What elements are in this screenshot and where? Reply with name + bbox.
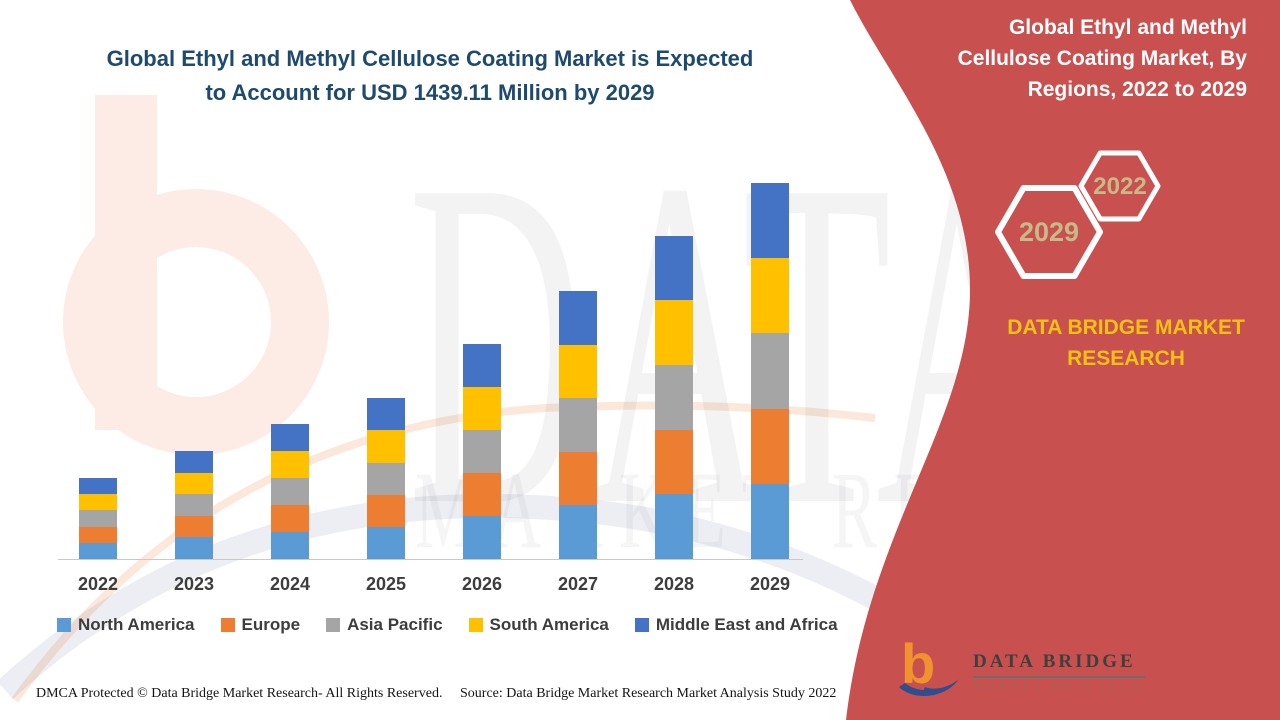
legend-label: Europe [241,615,301,634]
bar-segment-middle-east-and-africa [655,235,693,301]
x-axis-label-2027: 2027 [557,574,599,594]
bar-2023 [175,451,213,559]
bar-segment-asia-pacific [655,365,693,430]
legend-swatch [326,618,341,632]
legend-item-middle-east-and-africa: Middle East and Africa [634,615,838,635]
bar-segment-south-america [79,494,117,511]
plot-area [58,170,803,560]
bar-segment-south-america [655,300,693,366]
legend-item-south-america: South America [468,615,609,635]
bar-segment-middle-east-and-africa [367,398,405,431]
bar-segment-north-america [655,494,693,559]
brand-caption: DATA BRIDGE MARKET RESEARCH [1007,316,1245,370]
bar-segment-middle-east-and-africa [463,344,501,388]
x-axis-label-2028: 2028 [653,574,695,594]
bar-2027 [559,291,597,559]
legend-swatch [634,618,649,632]
bar-2024 [271,423,309,559]
legend: North America Europe Asia Pacific South Ame… [57,615,838,635]
bar-segment-north-america [175,537,213,559]
bar-segment-europe [655,429,693,495]
page-title: Global Ethyl and Methyl Cellulose Coatin… [58,42,802,110]
bar-segment-asia-pacific [79,510,117,527]
x-axis-label-2022: 2022 [77,574,119,594]
bar-segment-europe [175,515,213,538]
bar-segment-north-america [271,531,309,559]
side-panel-title-line2: Cellulose Coating Market, By [957,47,1247,70]
hexagon-2029-label: 2029 [1019,217,1079,247]
bar-segment-asia-pacific [367,462,405,495]
x-axis-labels: 2022 2023 2024 2025 2026 2027 2028 2029 [58,574,803,600]
x-axis-label-2025: 2025 [365,574,407,594]
bar-segment-europe [367,494,405,527]
bar-segment-middle-east-and-africa [559,291,597,345]
data-bridge-logo-icon: b [893,632,965,707]
bar-segment-middle-east-and-africa [79,477,117,495]
bar-segment-europe [751,408,789,484]
hexagon-2022-label: 2022 [1093,173,1146,200]
bar-segment-middle-east-and-africa [175,451,213,473]
bar-2022 [79,477,117,559]
legend-swatch [220,618,235,632]
logo-title: DATA BRIDGE [973,651,1145,678]
bar-segment-south-america [751,258,789,334]
footer-dmca-text: DMCA Protected © Data Bridge Market Rese… [36,686,443,701]
bar-segment-asia-pacific [271,477,309,505]
bar-2026 [463,344,501,559]
legend-item-asia-pacific: Asia Pacific [326,615,443,635]
legend-label: North America [78,615,195,634]
page-title-line2: to Account for USD 1439.11 Million by 20… [205,80,655,105]
brand-logo: b DATA BRIDGE MARKET RESEARCH [893,632,1145,710]
bar-segment-europe [271,504,309,532]
legend-swatch [57,618,71,632]
bar-segment-europe [463,473,501,517]
bar-segment-south-america [271,450,309,478]
bar-2025 [367,398,405,559]
legend-item-europe: Europe [220,615,301,635]
bar-segment-south-america [463,387,501,431]
bar-segment-south-america [559,344,597,399]
bar-segment-north-america [367,526,405,559]
bar-segment-asia-pacific [175,494,213,516]
bar-segment-asia-pacific [559,398,597,452]
bar-segment-asia-pacific [463,430,501,474]
bar-segment-north-america [559,505,597,559]
legend-item-north-america: North America [57,615,195,635]
side-panel-title-line1: Global Ethyl and Methyl [1008,16,1247,39]
bar-segment-europe [559,451,597,506]
hexagon-badges: 2029 2022 [995,150,1161,279]
bar-segment-north-america [751,483,789,559]
page-title-line1: Global Ethyl and Methyl Cellulose Coatin… [106,46,754,71]
bar-segment-middle-east-and-africa [271,423,309,451]
x-axis-line [58,559,803,560]
legend-label: Middle East and Africa [655,615,838,634]
bar-segment-south-america [367,430,405,463]
bar-2028 [655,235,693,559]
legend-label: South America [489,615,609,634]
x-axis-label-2023: 2023 [173,574,215,594]
bar-segment-north-america [79,542,117,559]
bar-segment-europe [79,526,117,543]
x-axis-label-2029: 2029 [749,574,791,594]
bar-2029 [751,182,789,559]
bar-segment-asia-pacific [751,333,789,409]
logo-text-block: DATA BRIDGE MARKET RESEARCH [973,651,1145,692]
legend-swatch [468,618,483,632]
bar-segment-middle-east-and-africa [751,182,789,258]
logo-subtitle: MARKET RESEARCH [973,680,1145,692]
side-panel-title-line3: Regions, 2022 to 2029 [1027,78,1247,101]
bar-segment-north-america [463,516,501,559]
bar-segment-south-america [175,472,213,495]
x-axis-label-2024: 2024 [269,574,311,594]
footer-source-text: Source: Data Bridge Market Research Mark… [460,686,837,701]
side-panel-title: Global Ethyl and Methyl Cellulose Coatin… [917,12,1247,105]
legend-label: Asia Pacific [347,615,443,634]
x-axis-label-2026: 2026 [461,574,503,594]
